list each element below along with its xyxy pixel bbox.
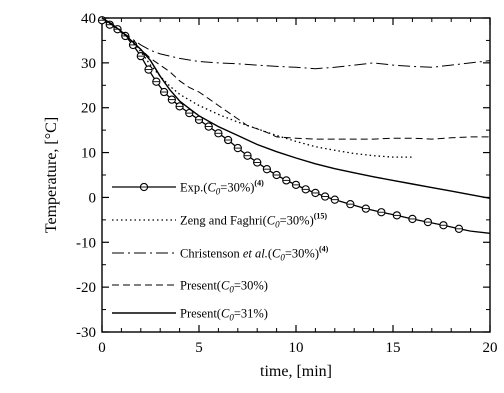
legend-entry-2: Christenson et al.(C0=30%)(4) <box>112 245 329 263</box>
y-tick-label: -30 <box>76 325 96 341</box>
legend-label-text: =30%) <box>285 247 319 261</box>
legend-label-subscript: 0 <box>216 187 221 197</box>
legend-entry-1: Zeng and Faghri(C0=30%)(15) <box>112 212 327 230</box>
legend-label-text: Christenson <box>180 247 243 261</box>
legend-label-subscript: 0 <box>275 220 280 230</box>
legend-label-subscript: 0 <box>229 285 234 295</box>
series-line <box>101 17 490 140</box>
series-0 <box>97 16 491 234</box>
series-line <box>101 17 413 158</box>
legend-entry-0: Exp.(C0=30%)(4) <box>112 179 264 197</box>
legend-label-subscript: 0 <box>229 313 234 323</box>
legend-label-superscript: (4) <box>319 245 329 254</box>
legend-label-variable: C <box>221 279 230 293</box>
legend-label-italic: et al. <box>243 247 268 261</box>
legend-label-variable: C <box>272 247 281 261</box>
x-tick-label: 20 <box>483 340 498 356</box>
legend-label-text: Zeng and Faghri( <box>180 214 267 228</box>
axis-ticks <box>101 17 491 333</box>
series-4 <box>101 17 491 199</box>
legend-label-text: =30%) <box>234 279 268 293</box>
y-tick-label: -20 <box>76 280 96 296</box>
legend-label-text: Present( <box>180 279 221 293</box>
legend-label-variable: C <box>221 307 230 321</box>
legend-label-superscript: (15) <box>314 212 328 221</box>
legend-label: Present(C0=30%) <box>180 279 268 295</box>
y-axis-title: Temperature, [°C] <box>43 117 60 233</box>
y-tick-label: -10 <box>76 235 96 251</box>
legend-label-text: Exp.( <box>180 181 207 195</box>
y-tick-label: 40 <box>81 11 96 27</box>
x-tick-label: 5 <box>195 340 203 356</box>
legend-label-subscript: 0 <box>280 253 285 263</box>
legend-label-text: Present( <box>180 307 221 321</box>
x-tick-label: 15 <box>386 340 401 356</box>
series-3 <box>101 17 490 140</box>
y-tick-label: 0 <box>89 190 97 206</box>
legend-label-superscript: (4) <box>254 179 264 188</box>
y-tick-label: 30 <box>81 56 96 72</box>
legend-label: Exp.(C0=30%)(4) <box>180 179 264 197</box>
x-axis-title: time, [min] <box>260 363 332 380</box>
legend-label: Christenson et al.(C0=30%)(4) <box>180 245 329 263</box>
series-1 <box>101 17 413 158</box>
series-layer <box>97 16 491 234</box>
y-tick-label: 20 <box>81 101 96 117</box>
y-tick-label: 10 <box>81 146 96 162</box>
legend-label: Zeng and Faghri(C0=30%)(15) <box>180 212 327 230</box>
legend-label-text: =30%) <box>220 181 254 195</box>
legend-label-text: ( <box>268 247 272 261</box>
legend-label: Present(C0=31%) <box>180 307 268 323</box>
legend-entry-4: Present(C0=31%) <box>112 307 268 323</box>
legend-label-variable: C <box>207 181 216 195</box>
legend-label-variable: C <box>267 214 276 228</box>
legend-label-text: =30%) <box>280 214 314 228</box>
series-line <box>101 17 491 70</box>
legend: Exp.(C0=30%)(4)Zeng and Faghri(C0=30%)(1… <box>112 179 329 323</box>
series-line <box>101 17 491 199</box>
axis-tick-labels: 0 5 10 15 20 40 30 20 10 0 -10 -20 -30 <box>76 11 498 356</box>
series-2 <box>101 17 491 70</box>
legend-label-text: =31%) <box>234 307 268 321</box>
x-tick-label: 0 <box>98 340 106 356</box>
legend-entry-3: Present(C0=30%) <box>112 279 268 295</box>
series-line <box>101 19 491 234</box>
x-tick-label: 10 <box>289 340 304 356</box>
